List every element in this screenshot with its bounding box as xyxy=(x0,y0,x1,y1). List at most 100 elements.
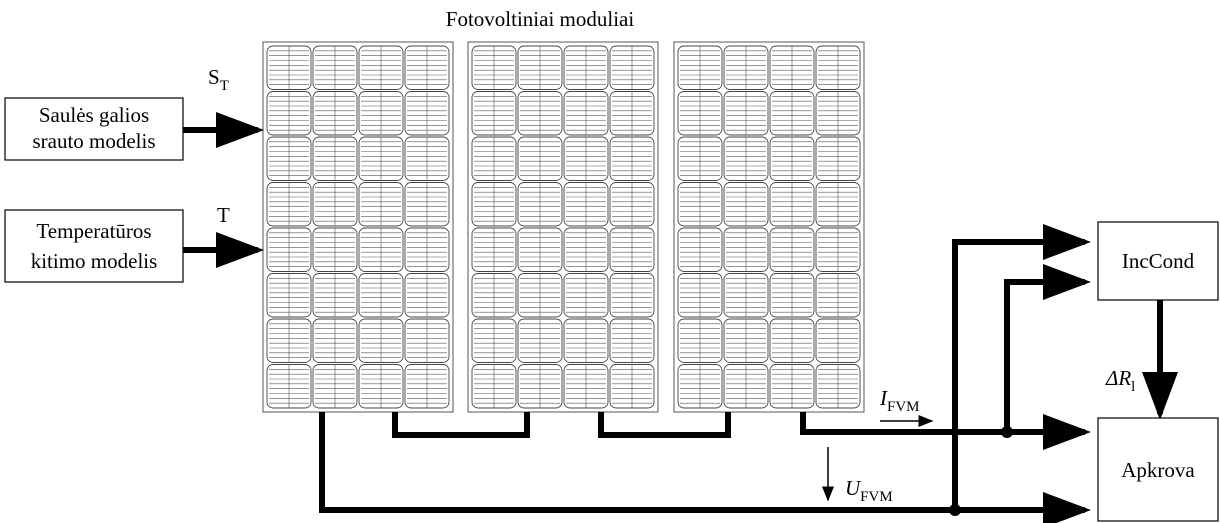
pv-cell-lines xyxy=(566,137,606,181)
pv-cell-lines xyxy=(361,46,401,90)
pv-cell-lines xyxy=(726,319,766,363)
pv-cell-lines xyxy=(269,319,309,363)
pv-cell-lines xyxy=(315,91,355,135)
pv-cell-lines xyxy=(407,319,447,363)
pv-cell-lines xyxy=(520,91,560,135)
pv-cell-lines xyxy=(726,182,766,226)
pv-cell-lines xyxy=(818,91,858,135)
pv-cell-lines xyxy=(612,319,652,363)
pv-cell-lines xyxy=(474,364,514,408)
signal-label: ΔRl xyxy=(1105,366,1135,395)
wire xyxy=(800,412,1091,450)
junction xyxy=(949,504,961,516)
pv-cell-lines xyxy=(612,364,652,408)
pv-cell-lines xyxy=(315,46,355,90)
pv-cell-lines xyxy=(566,46,606,90)
pv-cell-lines xyxy=(269,364,309,408)
pv-cell-lines xyxy=(772,273,812,317)
pv-cell-lines xyxy=(407,46,447,90)
pv-cell-lines xyxy=(269,46,309,90)
pv-cell-lines xyxy=(680,273,720,317)
signal-label: UFVM xyxy=(845,476,893,505)
pv-cell-lines xyxy=(315,319,355,363)
pv-cell-lines xyxy=(772,228,812,272)
block-label: Temperatūros xyxy=(36,219,151,243)
pv-cell-lines xyxy=(520,182,560,226)
pv-cell-lines xyxy=(818,273,858,317)
pv-cell-lines xyxy=(818,182,858,226)
block-label: kitimo modelis xyxy=(31,249,158,273)
pv-cell-lines xyxy=(474,273,514,317)
block-label: srauto modelis xyxy=(32,129,155,153)
pv-cell-lines xyxy=(566,91,606,135)
pv-cell-lines xyxy=(361,91,401,135)
irradiance-block xyxy=(4,97,184,161)
pv-cell-lines xyxy=(520,319,560,363)
pv-cell-lines xyxy=(361,182,401,226)
wire xyxy=(392,412,530,438)
pv-cell-lines xyxy=(566,182,606,226)
pv-cell-lines xyxy=(772,182,812,226)
pv-cell-lines xyxy=(315,273,355,317)
pv-cell-lines xyxy=(726,228,766,272)
pv-cell-lines xyxy=(361,137,401,181)
junction xyxy=(1001,426,1013,438)
pv-cell-lines xyxy=(680,319,720,363)
pv-cell-lines xyxy=(407,182,447,226)
pv-cell-lines xyxy=(520,137,560,181)
block-label: IncCond xyxy=(1122,249,1195,273)
pv-cell-lines xyxy=(520,273,560,317)
pv-cell-lines xyxy=(772,319,812,363)
pv-cell-lines xyxy=(566,364,606,408)
pv-cell-lines xyxy=(315,137,355,181)
pv-cell-lines xyxy=(680,364,720,408)
pv-cell-lines xyxy=(612,91,652,135)
pv-cell-lines xyxy=(818,319,858,363)
pv-cell-lines xyxy=(407,364,447,408)
pv-cell-lines xyxy=(269,273,309,317)
signal-label: T xyxy=(217,203,230,227)
pv-cell-lines xyxy=(818,364,858,408)
pv-cell-lines xyxy=(726,91,766,135)
pv-cell-lines xyxy=(612,273,652,317)
pv-cell-lines xyxy=(361,364,401,408)
pv-panels xyxy=(262,41,865,413)
pv-cell-lines xyxy=(269,182,309,226)
temperature-block xyxy=(4,209,184,283)
wire xyxy=(1004,264,1091,432)
pv-cell-lines xyxy=(680,228,720,272)
pv-cell-lines xyxy=(612,228,652,272)
pv-cell-lines xyxy=(566,273,606,317)
pv-cell-lines xyxy=(361,319,401,363)
pv-cell-lines xyxy=(407,273,447,317)
pv-cell-lines xyxy=(474,91,514,135)
pv-cell-lines xyxy=(818,137,858,181)
pv-cell-lines xyxy=(361,228,401,272)
block-label: Saulės galios xyxy=(39,103,149,127)
block-label: Apkrova xyxy=(1121,458,1195,482)
pv-cell-lines xyxy=(726,46,766,90)
wire xyxy=(319,412,1091,523)
pv-cell-lines xyxy=(772,137,812,181)
pv-cell-lines xyxy=(315,228,355,272)
pv-cell-lines xyxy=(612,137,652,181)
controller-block xyxy=(1097,221,1219,301)
pv-cell-lines xyxy=(407,137,447,181)
pv-cell-lines xyxy=(818,46,858,90)
pv-cell-lines xyxy=(612,46,652,90)
pv-cell-lines xyxy=(680,137,720,181)
pv-cell-lines xyxy=(474,319,514,363)
pv-cell-lines xyxy=(315,364,355,408)
pv-cell-lines xyxy=(474,137,514,181)
pv-cell-lines xyxy=(818,228,858,272)
load-block xyxy=(1097,417,1219,522)
panels-title: Fotovoltiniai moduliai xyxy=(446,7,635,31)
pv-cell-lines xyxy=(269,228,309,272)
signal-label: IFVM xyxy=(879,386,920,415)
pv-cell-lines xyxy=(474,182,514,226)
pv-cell-lines xyxy=(520,46,560,90)
pv-cell-lines xyxy=(680,46,720,90)
pv-cell-lines xyxy=(474,228,514,272)
pv-cell-lines xyxy=(772,91,812,135)
